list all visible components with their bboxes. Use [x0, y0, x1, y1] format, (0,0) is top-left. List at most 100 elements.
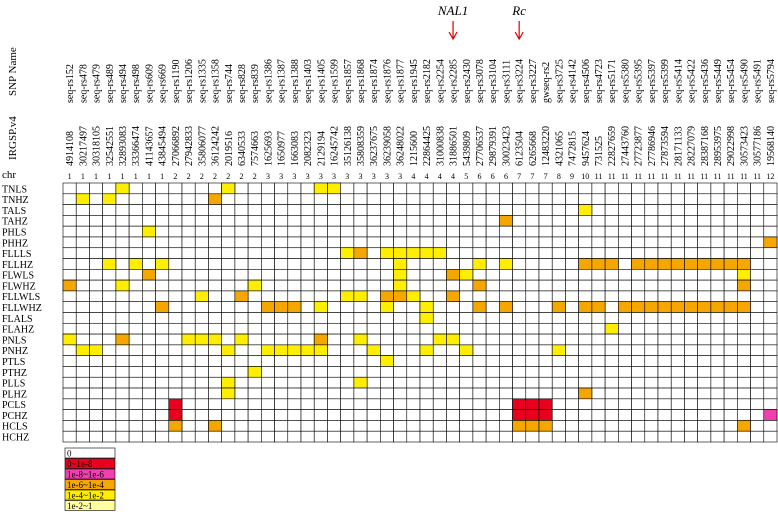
- cell: [406, 312, 421, 324]
- cell: [525, 355, 540, 367]
- cell: [604, 269, 619, 281]
- row-label: FLLLS: [2, 249, 31, 260]
- cell: [115, 366, 130, 378]
- cell: [142, 387, 156, 400]
- cell: [327, 236, 341, 249]
- cell: [142, 430, 156, 443]
- cell: [618, 269, 632, 281]
- cell: [657, 279, 672, 292]
- cell: [168, 290, 183, 303]
- cell: [432, 279, 447, 292]
- cell: [261, 387, 275, 400]
- cell: [393, 355, 408, 367]
- cell: [684, 279, 698, 292]
- cell: [618, 182, 632, 195]
- cell: [578, 322, 593, 335]
- chr-number: 2: [240, 172, 244, 181]
- snp-name: seq-rs1874: [369, 59, 380, 103]
- cell: [750, 301, 765, 313]
- cell: [657, 290, 672, 303]
- cell: [657, 269, 672, 281]
- cell: [419, 430, 434, 443]
- cell: [631, 236, 646, 249]
- cell: [142, 344, 156, 356]
- cell: [485, 312, 500, 324]
- cell: [89, 290, 103, 303]
- cell: [459, 258, 474, 270]
- snp-position: 30217497: [78, 126, 89, 166]
- cell: [89, 420, 103, 432]
- cell: [631, 225, 646, 238]
- cell: [221, 312, 236, 324]
- cell-highlight: [499, 215, 513, 227]
- cell: [657, 215, 672, 227]
- cell: [247, 333, 262, 346]
- chr-number: 3: [385, 172, 389, 181]
- cell: [380, 225, 394, 238]
- cell: [142, 258, 156, 270]
- cell: [168, 182, 183, 195]
- cell: [208, 366, 222, 378]
- cell: [657, 333, 672, 346]
- cell: [353, 398, 368, 410]
- chr-number: 4: [438, 172, 442, 181]
- cell: [684, 225, 698, 238]
- cell: [102, 215, 117, 227]
- cell: [710, 398, 725, 410]
- cell: [208, 301, 222, 313]
- cell: [287, 333, 302, 346]
- snp-position: 32542551: [105, 126, 116, 166]
- cell-highlight: [591, 258, 606, 270]
- cell: [657, 344, 672, 356]
- cell: [261, 225, 275, 238]
- cell: [366, 409, 381, 421]
- cell: [287, 258, 302, 270]
- cell: [499, 430, 513, 443]
- cell: [181, 344, 196, 356]
- cell: [432, 236, 447, 249]
- cell-highlight: [393, 290, 408, 303]
- cell: [485, 225, 500, 238]
- cell: [62, 344, 77, 356]
- cell: [287, 420, 302, 432]
- cell: [723, 430, 738, 443]
- cell: [221, 355, 236, 367]
- cell: [710, 204, 725, 216]
- cell: [631, 387, 646, 400]
- cell: [75, 366, 90, 378]
- cell: [62, 236, 77, 249]
- cell: [459, 193, 474, 205]
- cell: [261, 193, 275, 205]
- cell: [208, 215, 222, 227]
- snp-name: seq-rs5422: [687, 59, 698, 103]
- cell: [763, 182, 778, 195]
- cell-highlight: [393, 269, 408, 281]
- cell: [115, 409, 130, 421]
- cell-highlight: [194, 290, 209, 303]
- cell: [75, 420, 90, 432]
- cell: [763, 366, 778, 378]
- cell: [485, 366, 500, 378]
- cell: [274, 376, 289, 389]
- cell-highlight: [657, 258, 672, 270]
- cell: [644, 269, 659, 281]
- cell: [697, 398, 712, 410]
- cell: [247, 269, 262, 281]
- snp-position: 22827659: [607, 126, 618, 166]
- cell: [697, 215, 712, 227]
- cell: [102, 322, 117, 335]
- cell: [221, 420, 236, 432]
- cell: [684, 215, 698, 227]
- cell: [710, 182, 725, 195]
- cell: [737, 182, 751, 195]
- cell: [525, 344, 540, 356]
- cell-highlight: [393, 258, 408, 270]
- cell: [300, 430, 315, 443]
- cell: [723, 322, 738, 335]
- cell: [697, 333, 712, 346]
- cell: [340, 193, 355, 205]
- cell: [459, 366, 474, 378]
- cell: [684, 366, 698, 378]
- cell: [353, 420, 368, 432]
